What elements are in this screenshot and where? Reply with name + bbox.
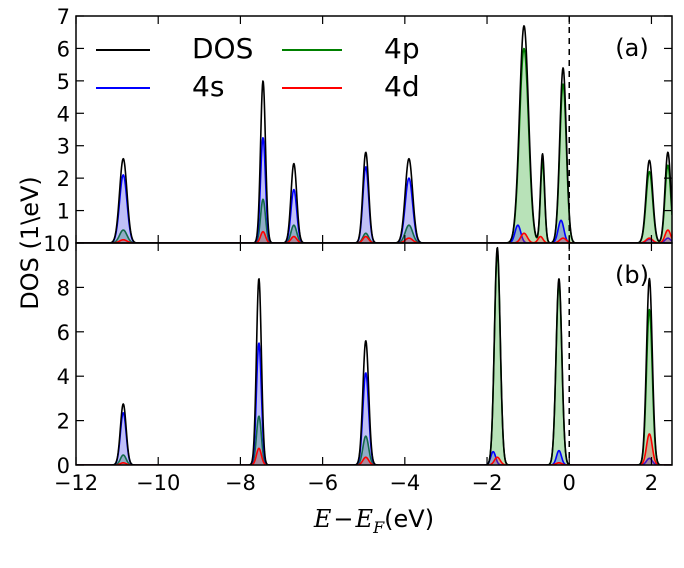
y-tick-label: 7 — [57, 5, 70, 29]
y-tick-label: 4 — [57, 102, 70, 126]
series-line-4p — [76, 47, 672, 243]
x-tick-label: −4 — [389, 471, 420, 495]
y-axis-label: DOS (1\eV) — [16, 176, 44, 310]
legend-label-dos: DOS — [192, 32, 253, 65]
y-tick-label: 6 — [57, 321, 70, 345]
y-tick-label: 5 — [57, 70, 70, 94]
panel-frame — [75, 15, 673, 244]
panel-label: (b) — [615, 261, 649, 289]
legend-label-4s: 4s — [192, 70, 224, 103]
legend-label-4d: 4d — [384, 70, 420, 103]
x-tick-label: −6 — [307, 471, 338, 495]
series-fill-4d — [76, 433, 672, 465]
series-line-4d — [76, 433, 672, 465]
panel-a-plot — [76, 25, 672, 243]
panel-frame — [75, 242, 673, 466]
x-label-sub-f: F — [372, 518, 385, 537]
y-tick-label: 4 — [57, 365, 70, 389]
x-tick-label: 2 — [645, 471, 658, 495]
x-label-minus: − — [333, 505, 353, 533]
x-tick-label: −12 — [54, 471, 98, 495]
x-label-e2: E — [355, 505, 374, 533]
series-line-4s — [76, 342, 672, 465]
series-fill-4s — [76, 137, 672, 243]
y-tick-label: 0 — [57, 454, 70, 478]
legend-label-4p: 4p — [384, 32, 420, 65]
series-line-dos — [76, 246, 672, 465]
x-tick-label: 0 — [563, 471, 576, 495]
x-tick-label: −2 — [472, 471, 503, 495]
series-line-4s — [76, 136, 672, 243]
series-fill-4d — [76, 230, 672, 243]
y-tick-label: 1 — [57, 200, 70, 224]
x-label-e: E — [313, 505, 332, 533]
series-line-4p — [76, 251, 672, 465]
panel-label: (a) — [615, 34, 648, 62]
y-tick-label: 10 — [43, 232, 70, 256]
y-tick-label: 8 — [57, 276, 70, 300]
x-tick-label: −8 — [225, 471, 256, 495]
x-axis-label: E−EF(eV) — [313, 505, 434, 537]
series-fill-4p — [76, 252, 672, 465]
y-tick-label: 2 — [57, 410, 70, 434]
series-line-dos — [76, 25, 672, 243]
panel-b-plot — [76, 246, 672, 465]
x-tick-label: −10 — [136, 471, 180, 495]
y-tick-label: 2 — [57, 167, 70, 191]
series-fill-4s — [76, 343, 672, 465]
y-tick-label: 3 — [57, 135, 70, 159]
y-tick-label: 6 — [57, 37, 70, 61]
series-fill-4p — [76, 48, 672, 243]
x-label-unit: (eV) — [384, 505, 434, 533]
